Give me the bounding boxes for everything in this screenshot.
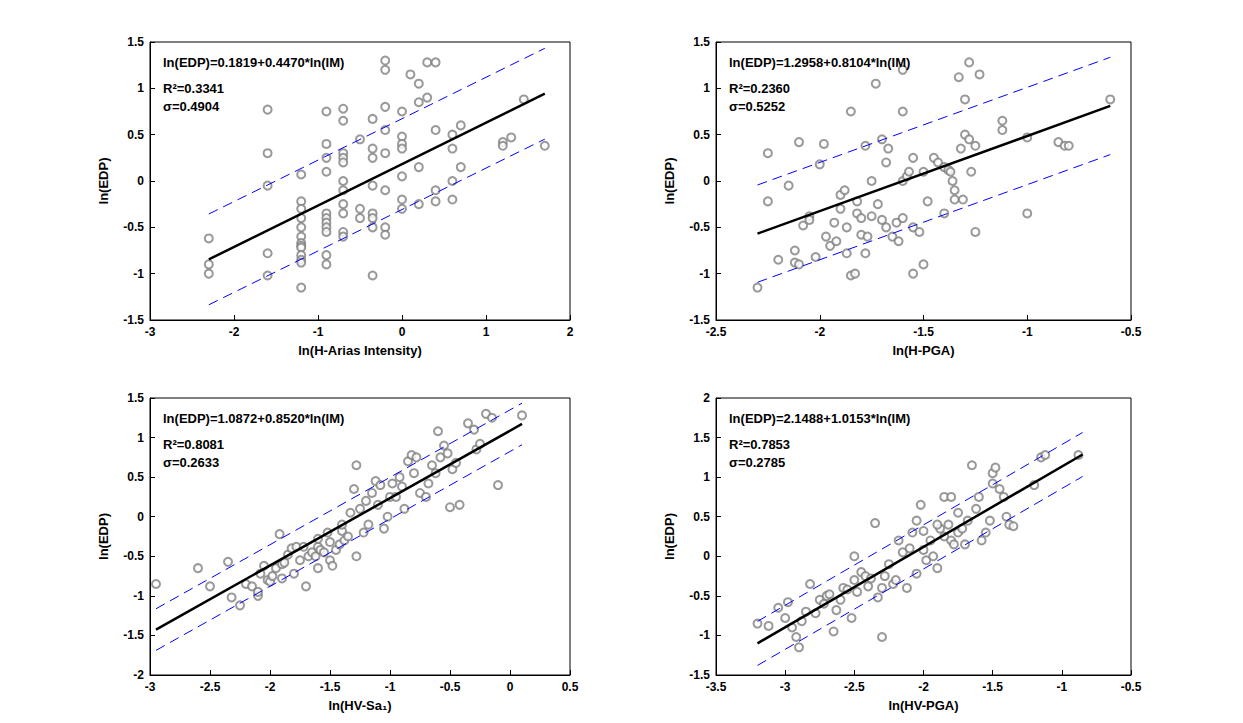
svg-text:-1: -1	[1056, 680, 1067, 694]
svg-text:R²=0.8081: R²=0.8081	[163, 437, 224, 452]
svg-text:0.5: 0.5	[562, 680, 579, 694]
svg-text:ln(EDP)=0.1819+0.4470*ln(IM): ln(EDP)=0.1819+0.4470*ln(IM)	[163, 55, 344, 70]
svg-text:-3: -3	[780, 680, 791, 694]
svg-text:-1: -1	[133, 589, 144, 603]
svg-text:1: 1	[703, 81, 710, 95]
svg-text:-0.5: -0.5	[123, 549, 144, 563]
svg-text:1: 1	[137, 431, 144, 445]
svg-text:-1.5: -1.5	[123, 313, 144, 327]
svg-text:0.5: 0.5	[127, 470, 144, 484]
svg-text:-1: -1	[385, 680, 396, 694]
svg-text:-2: -2	[229, 325, 240, 339]
svg-text:ln(H-PGA): ln(H-PGA)	[892, 343, 954, 358]
svg-text:0: 0	[703, 174, 710, 188]
svg-text:-2.5: -2.5	[200, 680, 221, 694]
svg-text:-0.5: -0.5	[123, 220, 144, 234]
svg-text:ln(EDP)=2.1488+1.0153*ln(IM): ln(EDP)=2.1488+1.0153*ln(IM)	[729, 411, 910, 426]
svg-text:-1.5: -1.5	[123, 628, 144, 642]
svg-text:R²=0.2360: R²=0.2360	[729, 81, 790, 96]
svg-text:R²=0.3341: R²=0.3341	[163, 81, 224, 96]
svg-text:0.5: 0.5	[693, 128, 710, 142]
svg-text:ln(EDP): ln(EDP)	[662, 158, 677, 205]
svg-text:-2: -2	[133, 668, 144, 682]
svg-text:1.5: 1.5	[127, 35, 144, 49]
svg-text:σ=0.4904: σ=0.4904	[163, 99, 220, 114]
svg-text:R²=0.7853: R²=0.7853	[729, 437, 790, 452]
svg-text:-1.5: -1.5	[320, 680, 341, 694]
svg-text:ln(EDP)=1.0872+0.8520*ln(IM): ln(EDP)=1.0872+0.8520*ln(IM)	[163, 411, 344, 426]
svg-text:0.5: 0.5	[127, 128, 144, 142]
svg-text:ln(EDP): ln(EDP)	[96, 513, 111, 560]
svg-text:-0.5: -0.5	[689, 589, 710, 603]
svg-text:1.5: 1.5	[693, 35, 710, 49]
svg-text:ln(EDP): ln(EDP)	[96, 158, 111, 205]
svg-text:-2: -2	[814, 325, 825, 339]
svg-text:-1: -1	[699, 267, 710, 281]
svg-text:-2.5: -2.5	[706, 325, 727, 339]
svg-text:1: 1	[703, 470, 710, 484]
svg-text:ln(HV-PGA): ln(HV-PGA)	[888, 698, 958, 713]
svg-text:0: 0	[507, 680, 514, 694]
svg-text:-2: -2	[265, 680, 276, 694]
svg-text:-3.5: -3.5	[706, 680, 727, 694]
svg-text:-1.5: -1.5	[982, 680, 1003, 694]
svg-text:1.5: 1.5	[127, 391, 144, 405]
svg-text:ln(H-Arias Intensity): ln(H-Arias Intensity)	[298, 343, 422, 358]
svg-text:-2.5: -2.5	[844, 680, 865, 694]
svg-text:σ=0.2785: σ=0.2785	[729, 455, 785, 470]
svg-text:-1: -1	[133, 267, 144, 281]
svg-text:-3: -3	[145, 325, 156, 339]
svg-text:ln(EDP): ln(EDP)	[662, 513, 677, 560]
svg-text:-0.5: -0.5	[689, 220, 710, 234]
svg-text:2: 2	[567, 325, 574, 339]
svg-text:ln(HV-Sa₁): ln(HV-Sa₁)	[328, 698, 391, 713]
svg-text:0: 0	[399, 325, 406, 339]
svg-text:1.5: 1.5	[693, 431, 710, 445]
svg-text:-1: -1	[313, 325, 324, 339]
svg-text:-1.5: -1.5	[689, 313, 710, 327]
svg-text:-1: -1	[1022, 325, 1033, 339]
svg-text:-1.5: -1.5	[913, 325, 934, 339]
svg-text:0.5: 0.5	[693, 510, 710, 524]
svg-text:-3: -3	[145, 680, 156, 694]
svg-text:σ=0.2633: σ=0.2633	[163, 455, 219, 470]
svg-text:-1: -1	[699, 628, 710, 642]
svg-text:0: 0	[137, 510, 144, 524]
svg-text:2: 2	[703, 391, 710, 405]
svg-text:ln(EDP)=1.2958+0.8104*ln(IM): ln(EDP)=1.2958+0.8104*ln(IM)	[729, 55, 910, 70]
svg-text:0: 0	[703, 549, 710, 563]
svg-text:σ=0.5252: σ=0.5252	[729, 99, 785, 114]
svg-text:1: 1	[483, 325, 490, 339]
svg-text:-0.5: -0.5	[440, 680, 461, 694]
svg-text:-1.5: -1.5	[689, 668, 710, 682]
svg-text:-0.5: -0.5	[1121, 325, 1142, 339]
svg-text:0: 0	[137, 174, 144, 188]
svg-text:-0.5: -0.5	[1121, 680, 1142, 694]
svg-text:1: 1	[137, 81, 144, 95]
svg-text:-2: -2	[918, 680, 929, 694]
